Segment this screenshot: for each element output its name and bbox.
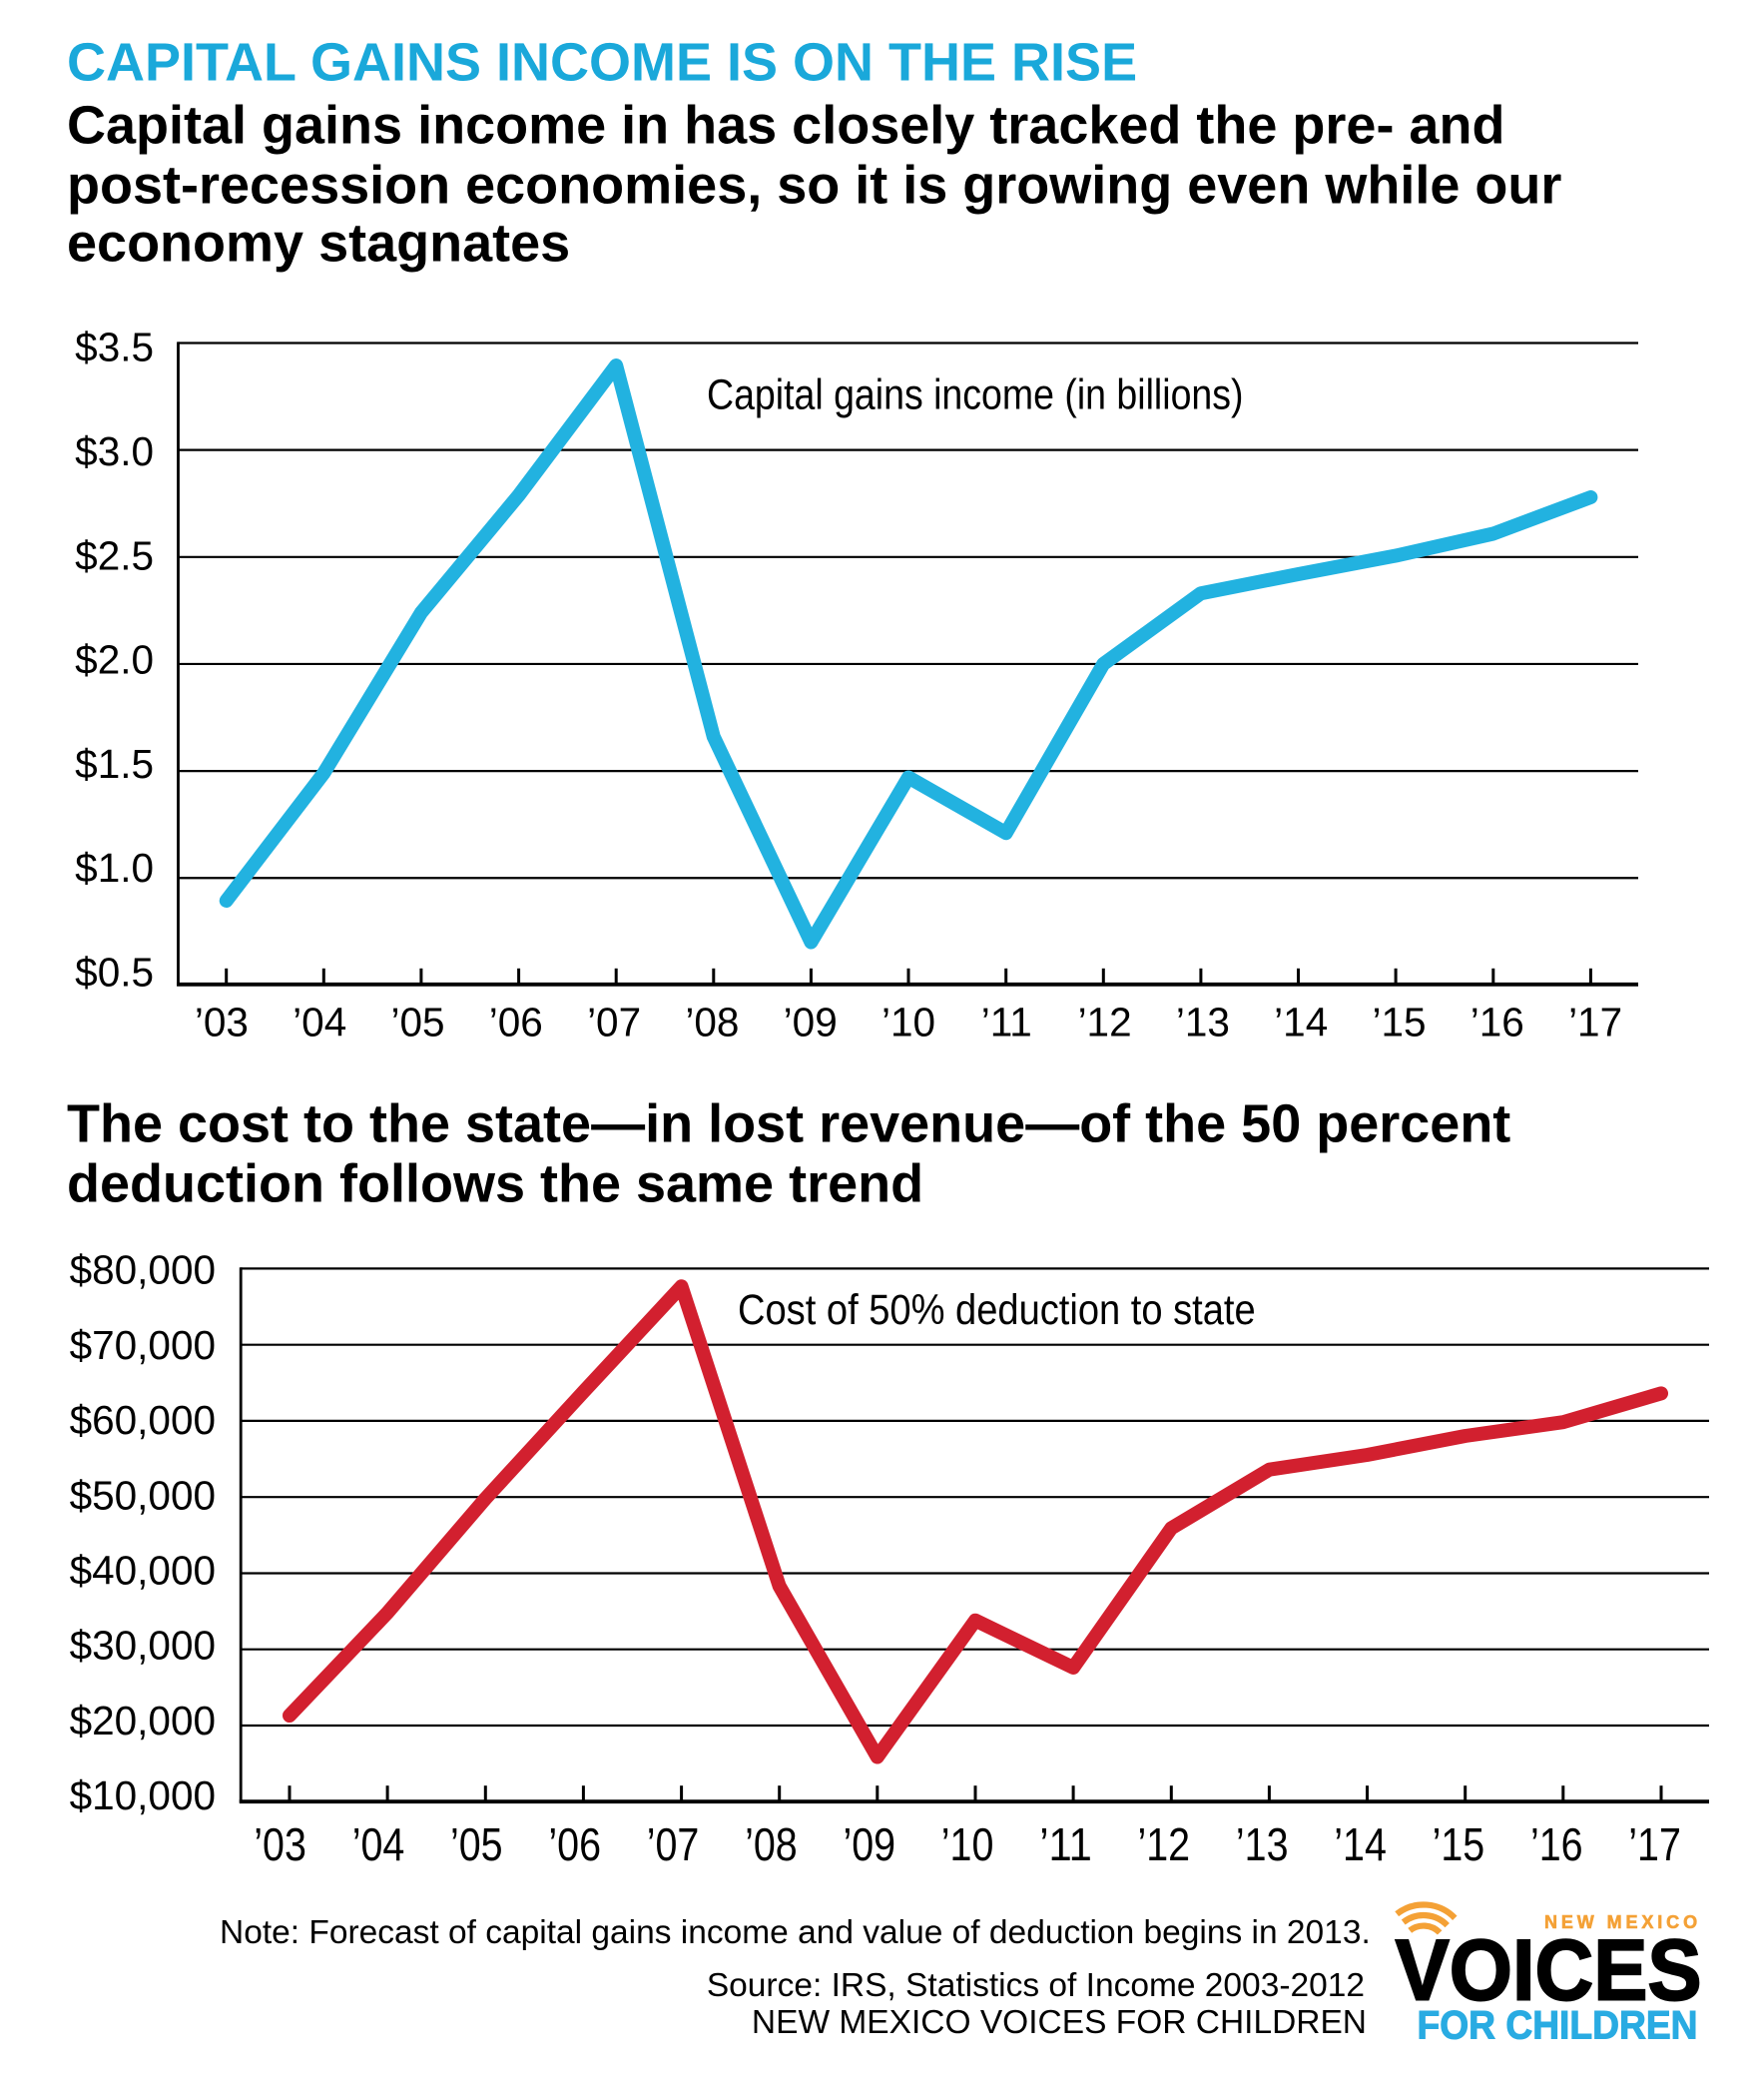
svg-text:$50,000: $50,000 bbox=[70, 1472, 216, 1518]
svg-text:Capital gains income (in billi: Capital gains income (in billions) bbox=[707, 370, 1244, 418]
svg-text:’07: ’07 bbox=[587, 1000, 641, 1046]
svg-text:’04: ’04 bbox=[293, 1000, 346, 1046]
svg-text:Cost of 50% deduction to state: Cost of 50% deduction to state bbox=[738, 1286, 1256, 1334]
svg-text:’11: ’11 bbox=[1039, 1818, 1092, 1870]
svg-text:’09: ’09 bbox=[784, 1000, 838, 1046]
svg-text:$10,000: $10,000 bbox=[70, 1772, 216, 1818]
svg-text:’17: ’17 bbox=[1568, 1000, 1622, 1046]
svg-text:’17: ’17 bbox=[1628, 1818, 1681, 1870]
svg-text:’03: ’03 bbox=[195, 1000, 249, 1046]
svg-text:$3.5: $3.5 bbox=[75, 325, 154, 370]
svg-text:$80,000: $80,000 bbox=[70, 1247, 216, 1293]
svg-text:$60,000: $60,000 bbox=[70, 1397, 216, 1443]
svg-text:deduction follows the same tre: deduction follows the same trend bbox=[67, 1154, 923, 1214]
svg-text:’08: ’08 bbox=[745, 1818, 798, 1870]
svg-text:’12: ’12 bbox=[1078, 1000, 1132, 1046]
svg-text:’05: ’05 bbox=[390, 1000, 444, 1046]
svg-text:$0.5: $0.5 bbox=[75, 950, 154, 996]
svg-text:’06: ’06 bbox=[548, 1818, 601, 1870]
svg-text:’14: ’14 bbox=[1274, 1000, 1328, 1046]
svg-text:Note: Forecast of capital gain: Note: Forecast of capital gains income a… bbox=[220, 1914, 1371, 1951]
svg-text:NEW MEXICO: NEW MEXICO bbox=[1544, 1912, 1701, 1932]
svg-text:’15: ’15 bbox=[1372, 1000, 1426, 1046]
svg-text:’05: ’05 bbox=[450, 1818, 503, 1870]
svg-text:’06: ’06 bbox=[489, 1000, 543, 1046]
svg-text:Source: IRS, Statistics of Inc: Source: IRS, Statistics of Income 2003-2… bbox=[707, 1967, 1365, 2004]
svg-text:’13: ’13 bbox=[1236, 1818, 1289, 1870]
svg-text:$70,000: $70,000 bbox=[70, 1322, 216, 1368]
svg-text:CAPITAL GAINS INCOME IS ON THE: CAPITAL GAINS INCOME IS ON THE RISE bbox=[67, 33, 1137, 93]
svg-text:NEW MEXICO VOICES FOR CHILDREN: NEW MEXICO VOICES FOR CHILDREN bbox=[752, 2004, 1367, 2041]
svg-text:FOR CHILDREN: FOR CHILDREN bbox=[1418, 2004, 1698, 2048]
svg-text:’07: ’07 bbox=[647, 1818, 700, 1870]
svg-text:’14: ’14 bbox=[1334, 1818, 1387, 1870]
svg-text:VOICES: VOICES bbox=[1396, 1923, 1702, 2019]
svg-text:$1.0: $1.0 bbox=[75, 845, 154, 891]
svg-text:’15: ’15 bbox=[1433, 1818, 1485, 1870]
svg-text:$30,000: $30,000 bbox=[70, 1623, 216, 1669]
svg-text:’09: ’09 bbox=[844, 1818, 896, 1870]
svg-text:’04: ’04 bbox=[352, 1818, 405, 1870]
svg-text:$3.0: $3.0 bbox=[75, 428, 154, 474]
svg-text:’10: ’10 bbox=[941, 1818, 994, 1870]
svg-text:economy stagnates: economy stagnates bbox=[67, 214, 570, 274]
svg-text:’12: ’12 bbox=[1138, 1818, 1191, 1870]
svg-text:’16: ’16 bbox=[1470, 1000, 1524, 1046]
svg-text:$20,000: $20,000 bbox=[70, 1698, 216, 1743]
svg-text:’08: ’08 bbox=[685, 1000, 739, 1046]
svg-text:’11: ’11 bbox=[981, 1000, 1032, 1046]
svg-text:’03: ’03 bbox=[254, 1818, 306, 1870]
svg-text:’16: ’16 bbox=[1530, 1818, 1583, 1870]
svg-text:$2.0: $2.0 bbox=[75, 637, 154, 683]
svg-text:’10: ’10 bbox=[882, 1000, 935, 1046]
svg-text:post-recession economies, so i: post-recession economies, so it is growi… bbox=[67, 156, 1561, 216]
svg-text:’13: ’13 bbox=[1176, 1000, 1230, 1046]
svg-text:$1.5: $1.5 bbox=[75, 741, 154, 787]
svg-text:The cost to the state—in lost: The cost to the state—in lost revenue—of… bbox=[67, 1094, 1510, 1154]
svg-text:Capital gains income in has cl: Capital gains income in has closely trac… bbox=[67, 96, 1504, 156]
svg-text:$40,000: $40,000 bbox=[70, 1548, 216, 1594]
svg-text:$2.5: $2.5 bbox=[75, 532, 154, 578]
